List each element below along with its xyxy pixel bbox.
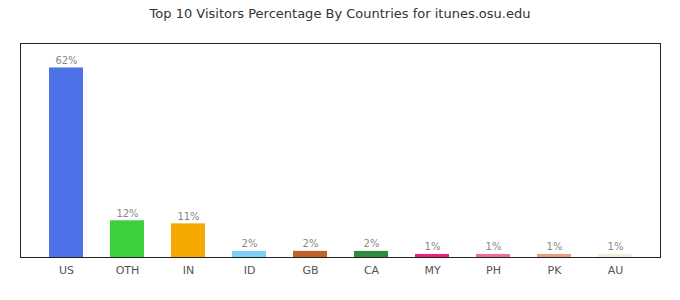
- svg-text:2%: 2%: [242, 238, 258, 249]
- svg-text:IN: IN: [183, 264, 194, 277]
- svg-text:US: US: [59, 264, 74, 277]
- svg-text:AU: AU: [608, 264, 624, 277]
- html-text:Top 10 Visitors Percentage By: Top 10 Visitors Percentage By Countries …: [149, 6, 531, 21]
- svg-text:1%: 1%: [608, 241, 624, 252]
- svg-text:12%: 12%: [116, 208, 138, 219]
- svg-text:2%: 2%: [364, 238, 380, 249]
- svg-text:1%: 1%: [425, 241, 441, 252]
- svg-text:1%: 1%: [486, 241, 502, 252]
- svg-text:1%: 1%: [547, 241, 563, 252]
- svg-text:MY: MY: [424, 264, 440, 277]
- svg-text:ID: ID: [244, 264, 256, 277]
- svg-text:2%: 2%: [303, 238, 319, 249]
- svg-text:11%: 11%: [177, 211, 199, 222]
- svg-text:62%: 62%: [55, 55, 77, 66]
- svg-text:CA: CA: [364, 264, 380, 277]
- svg-text:PH: PH: [486, 264, 501, 277]
- svg-text:GB: GB: [302, 264, 318, 277]
- svg-text:OTH: OTH: [116, 264, 140, 277]
- svg-text:PK: PK: [548, 264, 563, 277]
